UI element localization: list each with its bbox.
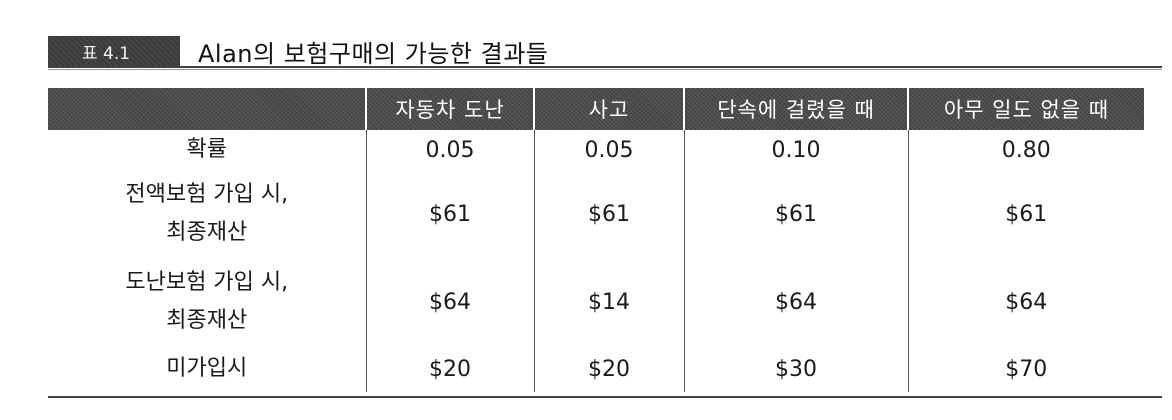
table-caption: 표 4.1 Alan의 보험구매의 가능한 결과들 xyxy=(48,36,549,68)
outcomes-table: 자동차 도난 사고 단속에 걸렸을 때 아무 일도 없을 때 확률 0.05 0… xyxy=(48,88,1144,392)
table-cell: $20 xyxy=(533,346,684,392)
row-label-line: 최종재산 xyxy=(166,220,248,245)
row-label: 확률 xyxy=(48,130,366,170)
header-cell-blank xyxy=(48,88,366,130)
table-row: 도난보험 가입 시, 최종재산 $64 $14 $64 $64 xyxy=(48,258,1144,346)
table-cell: 0.80 xyxy=(907,130,1144,170)
row-label: 전액보험 가입 시, 최종재산 xyxy=(48,170,366,258)
table-cell: $14 xyxy=(533,258,684,346)
row-label-line: 확률 xyxy=(186,137,227,162)
row-label: 도난보험 가입 시, 최종재산 xyxy=(48,258,366,346)
table-cell: 0.05 xyxy=(365,130,534,170)
table-cell: $61 xyxy=(533,170,684,258)
header-row: 자동차 도난 사고 단속에 걸렸을 때 아무 일도 없을 때 xyxy=(48,88,1144,130)
table-bottom-rule xyxy=(48,396,1162,398)
row-label: 미가입시 xyxy=(48,346,366,392)
caption-underline xyxy=(48,66,1162,70)
row-label-line: 미가입시 xyxy=(166,356,248,381)
table-cell: $30 xyxy=(683,346,908,392)
header-cell-theft: 자동차 도난 xyxy=(365,88,534,130)
header-cell-ticket: 단속에 걸렸을 때 xyxy=(683,88,908,130)
table-cell: $70 xyxy=(907,346,1144,392)
table-cell: $61 xyxy=(683,170,908,258)
row-label-line: 전액보험 가입 시, xyxy=(125,182,289,207)
header-cell-nothing: 아무 일도 없을 때 xyxy=(907,88,1144,130)
table-cell: 0.10 xyxy=(683,130,908,170)
table-number-badge: 표 4.1 xyxy=(48,36,180,66)
table-cell: $61 xyxy=(907,170,1144,258)
table-cell: $64 xyxy=(683,258,908,346)
row-label-line: 도난보험 가입 시, xyxy=(125,270,289,295)
table-row: 전액보험 가입 시, 최종재산 $61 $61 $61 $61 xyxy=(48,170,1144,258)
row-label-line: 최종재산 xyxy=(166,308,248,333)
table-cell: $20 xyxy=(365,346,534,392)
table-cell: $64 xyxy=(907,258,1144,346)
table-title: Alan의 보험구매의 가능한 결과들 xyxy=(198,39,549,68)
table-cell: $61 xyxy=(365,170,534,258)
table-cell: $64 xyxy=(365,258,534,346)
table-row: 미가입시 $20 $20 $30 $70 xyxy=(48,346,1144,392)
header-cell-accident: 사고 xyxy=(533,88,684,130)
table-cell: 0.05 xyxy=(533,130,684,170)
table-row: 확률 0.05 0.05 0.10 0.80 xyxy=(48,130,1144,170)
